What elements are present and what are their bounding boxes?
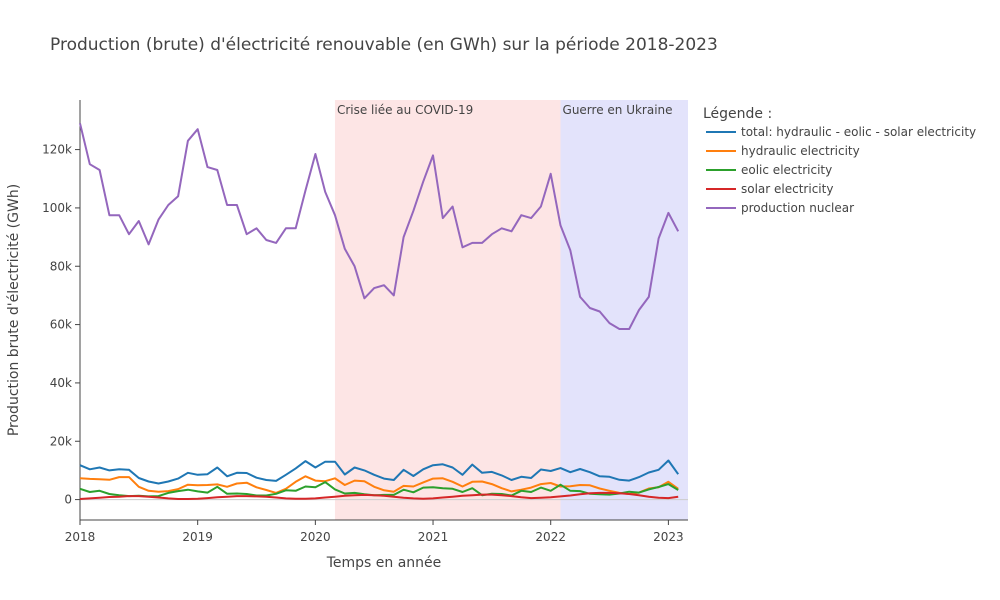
x-axis-title: Temps en année	[326, 555, 442, 571]
x-axis-ticks: 2018 2019 2020 2021 2022 2023	[65, 519, 688, 544]
y-tick-label-2: 40k	[50, 376, 72, 390]
y-axis-ticks: 0 20k 40k 60k 80k 100k 120k	[42, 143, 688, 507]
legend-item-2[interactable]: eolic electricity	[706, 163, 832, 177]
legend-title: Légende :	[703, 106, 772, 122]
x-tick-label-1: 2019	[182, 530, 213, 544]
y-tick-label-1: 20k	[50, 434, 72, 448]
series-lines	[79, 123, 680, 500]
x-tick-label-3: 2021	[418, 530, 449, 544]
y-tick-label-5: 100k	[42, 201, 72, 215]
x-tick-label-5: 2023	[653, 530, 684, 544]
legend-label-1: hydraulic electricity	[741, 144, 860, 158]
chart-title: Production (brute) d'électricité renouva…	[50, 35, 718, 55]
legend-label-2: eolic electricity	[741, 163, 832, 177]
legend-item-1[interactable]: hydraulic electricity	[706, 144, 860, 158]
series-line-4[interactable]	[79, 123, 680, 330]
series-line-1[interactable]	[79, 475, 679, 495]
x-tick-label-0: 2018	[65, 530, 96, 544]
legend-label-4: production nuclear	[741, 201, 854, 215]
legend[interactable]: Légende : total: hydraulic - eolic - sol…	[703, 106, 976, 215]
region-label-1: Guerre en Ukraine	[563, 103, 673, 117]
legend-item-0[interactable]: total: hydraulic - eolic - solar electri…	[706, 125, 976, 139]
region-band-1	[560, 100, 688, 520]
x-tick-label-4: 2022	[535, 530, 566, 544]
legend-item-4[interactable]: production nuclear	[706, 201, 854, 215]
x-tick-label-2: 2020	[300, 530, 331, 544]
legend-label-3: solar electricity	[741, 182, 833, 196]
series-line-3[interactable]	[79, 491, 679, 500]
y-axis-title: Production brute d'électricité (GWh)	[6, 184, 22, 436]
y-tick-label-0: 0	[64, 493, 72, 507]
y-tick-label-4: 80k	[50, 259, 72, 273]
region-label-0: Crise liée au COVID-19	[337, 103, 473, 117]
legend-label-0: total: hydraulic - eolic - solar electri…	[741, 125, 976, 139]
y-tick-label-3: 60k	[50, 318, 72, 332]
region-band-0	[334, 100, 561, 520]
highlight-regions: Crise liée au COVID-19 Guerre en Ukraine	[334, 100, 688, 520]
series-line-0[interactable]	[79, 459, 680, 485]
legend-item-3[interactable]: solar electricity	[706, 182, 833, 196]
y-tick-label-6: 120k	[42, 143, 72, 157]
